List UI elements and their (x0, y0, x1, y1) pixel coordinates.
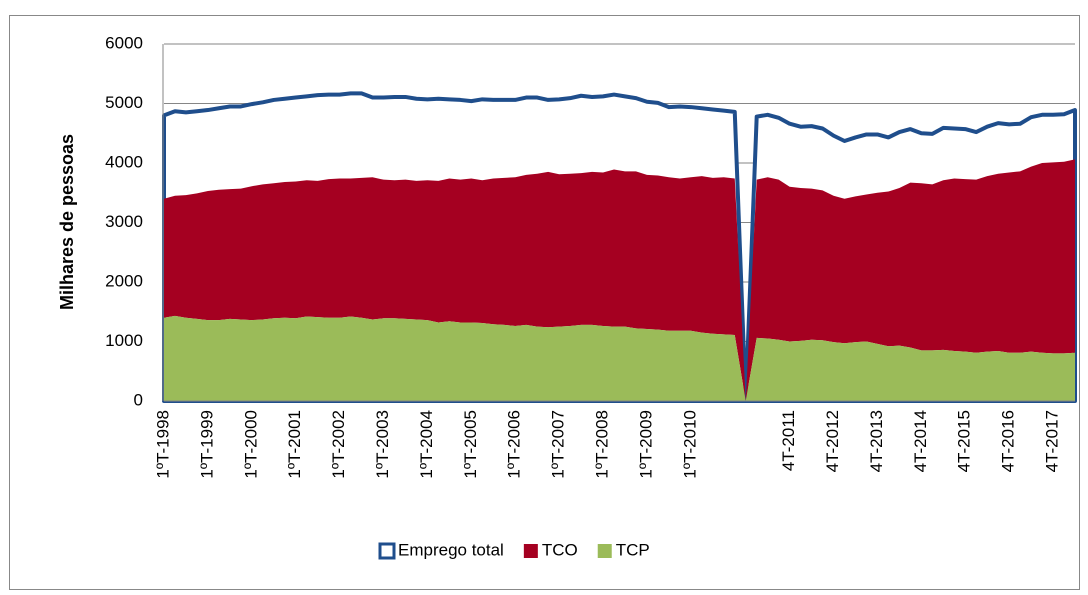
y-tick-label: 1000 (105, 331, 143, 350)
x-tick-label: 4T-2016 (999, 410, 1018, 472)
legend-swatch (378, 542, 396, 560)
x-tick-label: 4T-2013 (867, 410, 886, 472)
x-tick-label: 1ºT-2007 (549, 410, 568, 479)
x-tick-label: 4T-2012 (823, 410, 842, 472)
x-tick-label: 4T-2011 (779, 410, 798, 471)
x-tick-label: 1ºT-2002 (329, 410, 348, 479)
y-tick-label: 4000 (105, 152, 143, 171)
area-1 (164, 159, 1075, 401)
x-tick-label: 4T-2015 (955, 410, 974, 472)
legend-swatch (597, 544, 612, 558)
legend-label: TCO (542, 540, 578, 559)
x-tick-label: 1ºT-1999 (197, 410, 216, 479)
x-tick-label: 1ºT-2004 (417, 410, 436, 479)
x-tick-label: 1ºT-2003 (373, 410, 392, 479)
y-tick-label: 5000 (105, 93, 143, 112)
area-2 (164, 315, 1075, 401)
legend-label: Emprego total (398, 540, 504, 559)
y-tick-label: 2000 (105, 271, 143, 290)
x-tick-label: 1ºT-2006 (505, 410, 524, 479)
legend-swatch (523, 544, 538, 558)
x-tick-label: 1ºT-2000 (241, 410, 260, 479)
x-tick-label: 1ºT-2010 (680, 410, 699, 479)
x-tick-label: 1ºT-2009 (636, 410, 655, 479)
x-tick-label: 1ºT-1998 (153, 410, 172, 479)
y-axis-title: Milhares de pessoas (57, 134, 77, 310)
x-tick-label: 1ºT-2005 (461, 410, 480, 479)
y-tick-label: 6000 (105, 33, 143, 52)
legend-label: TCP (616, 540, 650, 559)
x-tick-label: 4T-2014 (911, 410, 930, 472)
y-tick-label: 0 (134, 390, 143, 409)
x-tick-label: 4T-2017 (1043, 410, 1062, 472)
y-tick-label: 3000 (105, 212, 143, 231)
x-tick-label: 1ºT-2008 (593, 410, 612, 479)
x-tick-label: 1ºT-2001 (285, 410, 304, 479)
